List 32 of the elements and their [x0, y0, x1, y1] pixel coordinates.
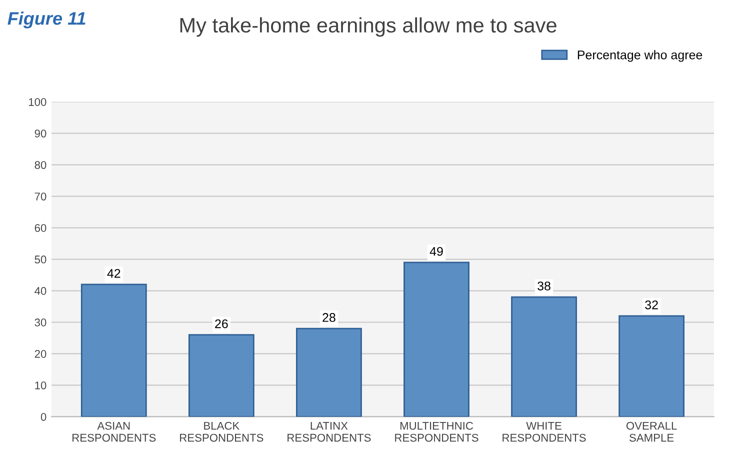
y-tick-label: 40 — [34, 287, 46, 295]
data-label: 49 — [430, 246, 443, 256]
y-tick-label: 60 — [34, 224, 46, 232]
bar — [296, 328, 362, 417]
data-label: 26 — [215, 319, 228, 328]
bar — [188, 334, 254, 417]
y-tick-label: 0 — [40, 412, 46, 421]
caption: Figure 11 — [8, 12, 86, 28]
data-label: 42 — [107, 268, 120, 278]
y-tick-label: 50 — [34, 256, 46, 264]
chart-title: My take-home earnings allow me to save — [180, 17, 556, 37]
y-tick-label: 100 — [28, 98, 46, 106]
x-tick-label: WHITE RESPONDENTS — [502, 422, 586, 442]
y-tick-label: 30 — [34, 318, 46, 326]
legend-label: Percentage who agree — [578, 50, 702, 62]
y-tick-label: 80 — [34, 161, 46, 169]
x-tick-label: ASIAN RESPONDENTS — [72, 422, 156, 442]
data-label: 28 — [322, 313, 336, 322]
bar — [404, 262, 470, 417]
x-tick-label: MULTIETHNIC RESPONDENTS — [395, 422, 478, 442]
data-label: 38 — [538, 282, 550, 290]
y-tick-label: 20 — [34, 350, 46, 358]
y-tick-label: 10 — [35, 381, 46, 390]
x-tick-label: BLACK RESPONDENTS — [180, 422, 264, 442]
bar — [511, 296, 577, 417]
bar — [80, 284, 147, 417]
x-tick-label: OVERALL SAMPLE — [626, 422, 677, 442]
y-tick-label: 70 — [34, 192, 46, 200]
data-label: 32 — [645, 300, 658, 310]
x-tick-label: LATINX RESPONDENTS — [288, 422, 371, 442]
y-tick-label: 90 — [34, 130, 46, 138]
bar — [618, 315, 685, 417]
